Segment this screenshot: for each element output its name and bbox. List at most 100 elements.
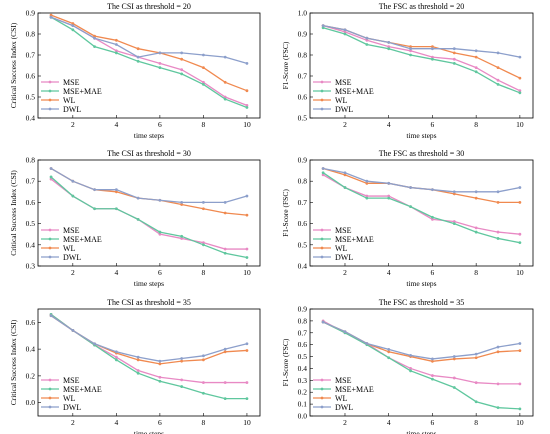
- data-point: [343, 30, 347, 34]
- legend-entry: MSE+MAE: [335, 385, 374, 394]
- y-tick-label: 0.7: [26, 51, 36, 60]
- data-point: [452, 222, 456, 226]
- data-point: [49, 175, 53, 179]
- y-tick-label: 0.8: [298, 177, 308, 186]
- data-point: [409, 53, 412, 57]
- data-point: [223, 201, 227, 204]
- data-point: [496, 350, 500, 354]
- data-point: [136, 196, 140, 200]
- data-point: [431, 45, 434, 48]
- legend-entry: MSE: [335, 376, 352, 385]
- series-line-wl: [322, 167, 520, 204]
- y-tick-label: 0.4: [298, 364, 308, 373]
- chart-title: The CSI as threshold = 20: [107, 2, 191, 11]
- data-point: [409, 205, 412, 209]
- data-point: [518, 241, 522, 245]
- y-axis-label: F1-Score (FSC): [281, 189, 290, 237]
- data-point: [223, 80, 227, 84]
- data-point: [158, 379, 162, 383]
- data-point: [245, 62, 249, 65]
- data-point: [158, 362, 162, 366]
- data-point: [223, 247, 227, 251]
- y-tick-label: 0.8: [298, 51, 308, 60]
- legend-marker: [320, 246, 324, 250]
- data-point: [365, 196, 369, 200]
- legend-entry: DWL: [335, 403, 353, 412]
- y-tick-label: 0.7: [26, 177, 36, 186]
- data-point: [180, 72, 184, 76]
- x-tick-label: 6: [431, 418, 435, 427]
- legend-entry: MSE: [63, 226, 80, 235]
- data-point: [49, 15, 53, 19]
- data-point: [431, 55, 434, 59]
- data-point: [474, 49, 478, 53]
- legend-entry: DWL: [63, 403, 81, 412]
- data-point: [474, 356, 478, 360]
- data-point: [180, 203, 184, 206]
- data-point: [431, 357, 434, 361]
- legend-entry: DWL: [63, 105, 81, 114]
- chart-title: The CSI as threshold = 30: [107, 149, 191, 158]
- data-point: [365, 181, 369, 185]
- series-line-mse: [322, 24, 521, 92]
- data-point: [245, 349, 249, 352]
- data-point: [158, 375, 162, 379]
- y-tick-label: 0.9: [298, 156, 308, 165]
- data-point: [452, 51, 456, 55]
- data-point: [452, 376, 456, 380]
- y-tick-label: 0.6: [298, 93, 308, 102]
- data-point: [452, 57, 456, 61]
- legend-marker: [48, 89, 52, 93]
- data-point: [365, 179, 369, 183]
- x-tick-label: 10: [516, 418, 524, 427]
- data-point: [387, 181, 391, 185]
- series-line-dwl: [322, 167, 521, 193]
- data-point: [114, 49, 118, 53]
- legend-entry: MSE+MAE: [63, 87, 102, 96]
- data-point: [245, 247, 249, 251]
- x-tick-label: 6: [431, 120, 435, 129]
- legend-entry: MSE+MAE: [335, 235, 374, 244]
- y-tick-label: 0.1: [298, 400, 308, 409]
- y-tick-label: 0.5: [26, 219, 36, 228]
- data-point: [49, 13, 53, 17]
- series-line-mse-mae: [50, 176, 248, 259]
- data-point: [158, 359, 162, 363]
- data-point: [343, 173, 347, 177]
- data-point: [202, 381, 205, 384]
- data-point: [496, 78, 500, 82]
- data-point: [71, 179, 75, 183]
- y-axis-label: Critical Success Index (CSI): [9, 319, 18, 405]
- legend-marker: [320, 237, 324, 241]
- data-point: [202, 83, 205, 86]
- data-point: [71, 24, 75, 27]
- data-point: [431, 57, 434, 61]
- data-point: [114, 355, 118, 359]
- series-line-mse-mae: [322, 321, 520, 410]
- y-tick-label: 1.0: [298, 9, 308, 18]
- legend-entry: WL: [335, 394, 348, 403]
- data-point: [343, 28, 347, 32]
- data-point: [223, 211, 227, 215]
- x-axis-label: time steps: [406, 131, 436, 140]
- data-point: [71, 28, 75, 32]
- y-tick-label: 0.5: [298, 352, 308, 361]
- data-point: [202, 241, 205, 245]
- data-point: [245, 381, 249, 384]
- series-line-dwl: [50, 315, 248, 362]
- data-point: [136, 358, 140, 362]
- data-point: [321, 167, 325, 170]
- series-line-wl: [50, 315, 247, 365]
- data-point: [518, 232, 522, 236]
- legend-entry: MSE: [335, 226, 352, 235]
- data-point: [49, 167, 53, 170]
- series-line-dwl: [322, 24, 521, 58]
- data-point: [136, 47, 140, 51]
- x-tick-label: 2: [343, 418, 347, 427]
- data-point: [452, 190, 456, 194]
- x-tick-label: 4: [387, 418, 391, 427]
- x-tick-label: 2: [343, 268, 347, 277]
- data-point: [496, 406, 500, 410]
- data-point: [496, 190, 500, 194]
- data-point: [343, 171, 347, 175]
